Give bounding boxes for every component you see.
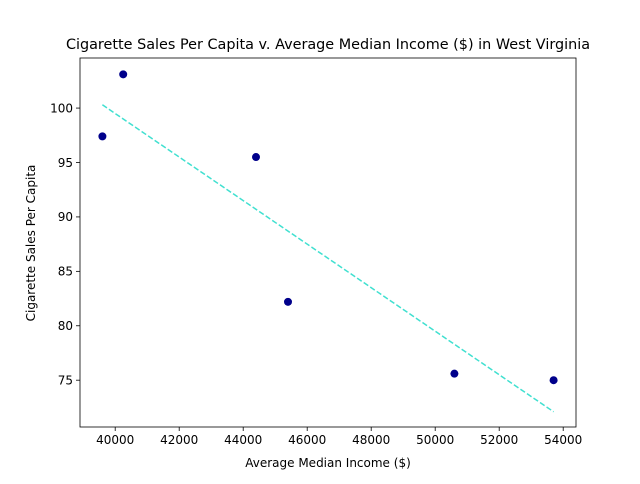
- chart-title: Cigarette Sales Per Capita v. Average Me…: [66, 37, 590, 53]
- x-tick-label: 46000: [288, 433, 326, 447]
- y-tick-label: 75: [58, 373, 73, 387]
- y-tick-label: 100: [50, 101, 73, 115]
- x-tick-label: 48000: [352, 433, 390, 447]
- y-tick-label: 90: [58, 210, 73, 224]
- x-tick-label: 52000: [480, 433, 518, 447]
- data-point: [98, 132, 107, 141]
- y-tick-label: 80: [58, 319, 73, 333]
- trendline: [101, 104, 555, 413]
- data-point: [252, 153, 260, 162]
- x-tick-label: 50000: [416, 433, 454, 447]
- axes: 40000 42000 44000 46000 48000 50000 52000 54000…: [50, 57, 582, 447]
- data-point: [549, 376, 558, 385]
- x-tick-label: 54000: [544, 433, 582, 447]
- data-point: [119, 70, 128, 79]
- y-tick-label: 85: [58, 265, 73, 279]
- plot-area: [98, 70, 558, 413]
- data-point: [284, 297, 292, 306]
- x-axis-label: Average Median Income ($): [245, 456, 411, 470]
- data-point: [450, 369, 459, 378]
- x-tick-label: 44000: [224, 433, 262, 447]
- y-axis-label: Cigarette Sales Per Capita: [24, 165, 38, 322]
- y-tick-label: 95: [58, 156, 73, 170]
- axes-frame: [79, 57, 577, 428]
- x-tick-label: 42000: [160, 433, 198, 447]
- x-tick-label: 40000: [96, 433, 134, 447]
